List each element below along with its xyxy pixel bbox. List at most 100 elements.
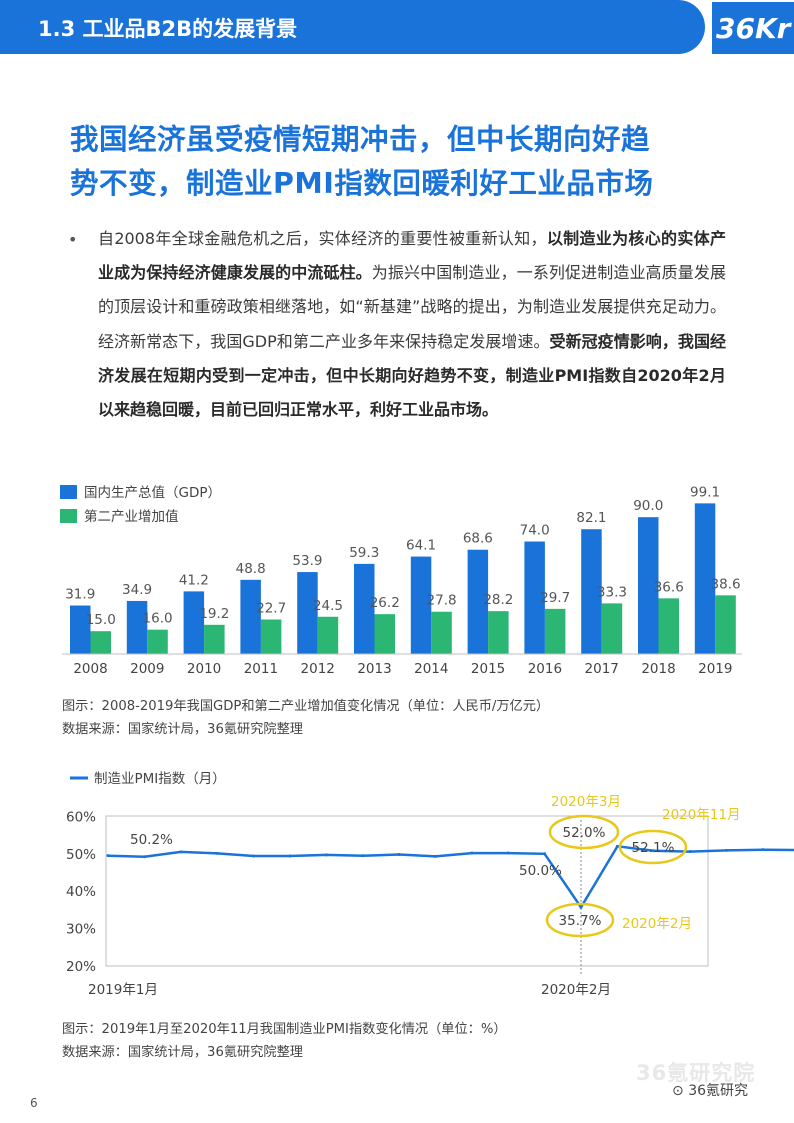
annotation-mar2020-label: 2020年3月 [551, 794, 621, 810]
body-bold-1: 以制造业为核心的实体产业成为保持经济健康发展的中流砥柱。 [98, 229, 726, 283]
pmi-point-2019-05 [252, 854, 256, 858]
annotation-jan2020-value: 50.0% [519, 863, 562, 879]
pmi-point-2020-02 [579, 905, 583, 909]
x-tick-2019: 2019 [698, 661, 732, 677]
body-paragraph: 自2008年全球金融危机之后，实体经济的重要性被重新认知，以制造业为核心的实体产… [98, 222, 726, 427]
label-second-industry-2012: 24.5 [313, 598, 343, 614]
annotation-nov2020-label: 2020年11月 [662, 807, 741, 823]
bar-gdp-2015 [467, 549, 489, 654]
bar-gdp-2014 [410, 556, 432, 654]
bar-gdp-2013 [354, 563, 375, 654]
y-tick-50: 50% [66, 847, 96, 863]
annotation-feb2020-label: 2020年2月 [622, 916, 692, 932]
bar-gdp-2010 [183, 591, 205, 654]
bar-second-industry-2019 [715, 595, 736, 654]
wechat-account: ⊙ 36氪研究 [672, 1083, 749, 1099]
gdp-bar-chart: 国内生产总值（GDP） 第二产业增加值 31.9 15.0 2008 34.9 16.0 20… [60, 484, 742, 677]
y-tick-60: 60% [66, 809, 96, 825]
pmi-point-2019-11 [470, 851, 474, 855]
x-tick-2020-02: 2020年2月 [541, 982, 611, 998]
highlight-nov2020 [618, 829, 688, 865]
line-chart-source: 数据来源：国家统计局，36氪研究院整理 [62, 1045, 303, 1060]
pmi-point-2019-10 [433, 854, 437, 858]
bar-second-industry-2009 [147, 629, 168, 654]
bar-second-industry-2012 [317, 616, 339, 654]
line-chart-caption: 图示：2019年1月至2020年11月我国制造业PMI指数变化情况（单位：%） [62, 1022, 507, 1037]
bar-gdp-2018 [638, 517, 659, 654]
bar-gdp-2016 [524, 541, 545, 654]
bar-gdp-2011 [240, 579, 261, 654]
bar-second-industry-2018 [658, 598, 679, 654]
label-gdp-2019: 99.1 [690, 484, 720, 500]
x-tick-2016: 2016 [528, 661, 562, 677]
y-tick-40: 40% [66, 884, 96, 900]
y-tick-30: 30% [66, 922, 96, 938]
36kr-logo: 36Kr [712, 2, 794, 54]
pmi-point-2020-05 [688, 850, 692, 854]
bar-second-industry-2013 [374, 614, 395, 654]
label-second-industry-2018: 36.6 [654, 579, 684, 595]
pmi-point-2020-07 [761, 848, 765, 852]
bar-gdp-2017 [581, 529, 602, 654]
pmi-point-2020-06 [725, 848, 729, 852]
svg-text:36Kr: 36Kr [716, 12, 793, 45]
label-second-industry-2008: 15.0 [86, 612, 116, 628]
bar-second-industry-2015 [488, 611, 509, 654]
watermark: 36氪研究院 [636, 1061, 756, 1085]
legend-label-second-industry: 第二产业增加值 [84, 508, 179, 525]
headline-line-2: 势不变，制造业PMI指数回暖利好工业品市场 [70, 167, 654, 200]
bullet-dot: • [68, 230, 78, 249]
bar-second-industry-2014 [431, 611, 452, 654]
pmi-point-2020-03 [615, 844, 619, 848]
label-second-industry-2015: 28.2 [483, 592, 513, 608]
label-gdp-2008: 31.9 [65, 587, 95, 603]
annotation-nov2020-value: 52.1% [632, 840, 675, 856]
legend-label-pmi: 制造业PMI指数（月） [94, 771, 226, 787]
bar-gdp-2008 [70, 605, 91, 654]
pmi-point-2020-04 [652, 849, 656, 853]
label-gdp-2012: 53.9 [292, 553, 322, 569]
pmi-point-2019-01 [106, 854, 110, 858]
label-second-industry-2019: 38.6 [711, 576, 741, 592]
headline: 我国经济虽受疫情短期冲击，但中长期向好趋 势不变，制造业PMI指数回暖利好工业品… [70, 118, 730, 206]
label-second-industry-2013: 26.2 [370, 595, 400, 611]
pmi-line [107, 844, 794, 910]
bar-second-industry-2016 [544, 608, 566, 654]
pmi-point-2019-03 [179, 850, 183, 854]
pmi-point-2020-01 [543, 852, 547, 856]
wechat-account-name: 36氪研究 [688, 1083, 749, 1099]
label-gdp-2017: 82.1 [576, 510, 606, 526]
annotation-mar2020-value: 52.0% [563, 825, 606, 841]
legend-label-gdp: 国内生产总值（GDP） [84, 485, 221, 501]
page-number: 6 [30, 1096, 38, 1110]
highlight-feb2020 [545, 902, 615, 938]
label-gdp-2011: 48.8 [236, 561, 266, 577]
body-text-1: 自2008年全球金融危机之后，实体经济的重要性被重新认知， [98, 229, 547, 248]
pmi-point-2019-02 [142, 855, 146, 859]
pmi-point-2019-07 [324, 853, 328, 857]
legend-swatch-gdp [60, 485, 77, 499]
label-second-industry-2017: 33.3 [597, 584, 627, 600]
label-second-industry-2016: 29.7 [540, 590, 570, 606]
pmi-point-2019-06 [288, 854, 292, 858]
pmi-point-2019-09 [397, 853, 401, 857]
body-text-2: 为振兴中国制造业，一系列促进制造业高质量发展的顶层设计和重磅政策相继落地，如“新… [98, 263, 726, 351]
x-tick-2011: 2011 [244, 661, 278, 677]
pmi-point-2019-04 [215, 851, 219, 855]
label-gdp-2009: 34.9 [122, 582, 152, 598]
label-second-industry-2011: 22.7 [256, 600, 286, 616]
plot-frame [105, 815, 709, 967]
bar-chart-caption: 图示：2008-2019年我国GDP和第二产业增加值变化情况（单位：人民币/万亿… [62, 699, 550, 714]
annotation-feb2020-value: 35.7% [559, 913, 602, 929]
label-second-industry-2009: 16.0 [143, 611, 173, 627]
label-gdp-2014: 64.1 [406, 538, 436, 554]
label-gdp-2010: 41.2 [179, 572, 209, 588]
bar-second-industry-2008 [90, 631, 111, 654]
bar-second-industry-2011 [260, 619, 282, 654]
legend-swatch-second-industry [60, 509, 77, 523]
bar-second-industry-2017 [601, 603, 623, 654]
label-gdp-2015: 68.6 [463, 531, 493, 547]
x-tick-2015: 2015 [471, 661, 505, 677]
annotation-first-value: 50.2% [130, 832, 173, 848]
section-title: 1.3 工业品B2B的发展背景 [38, 17, 298, 41]
